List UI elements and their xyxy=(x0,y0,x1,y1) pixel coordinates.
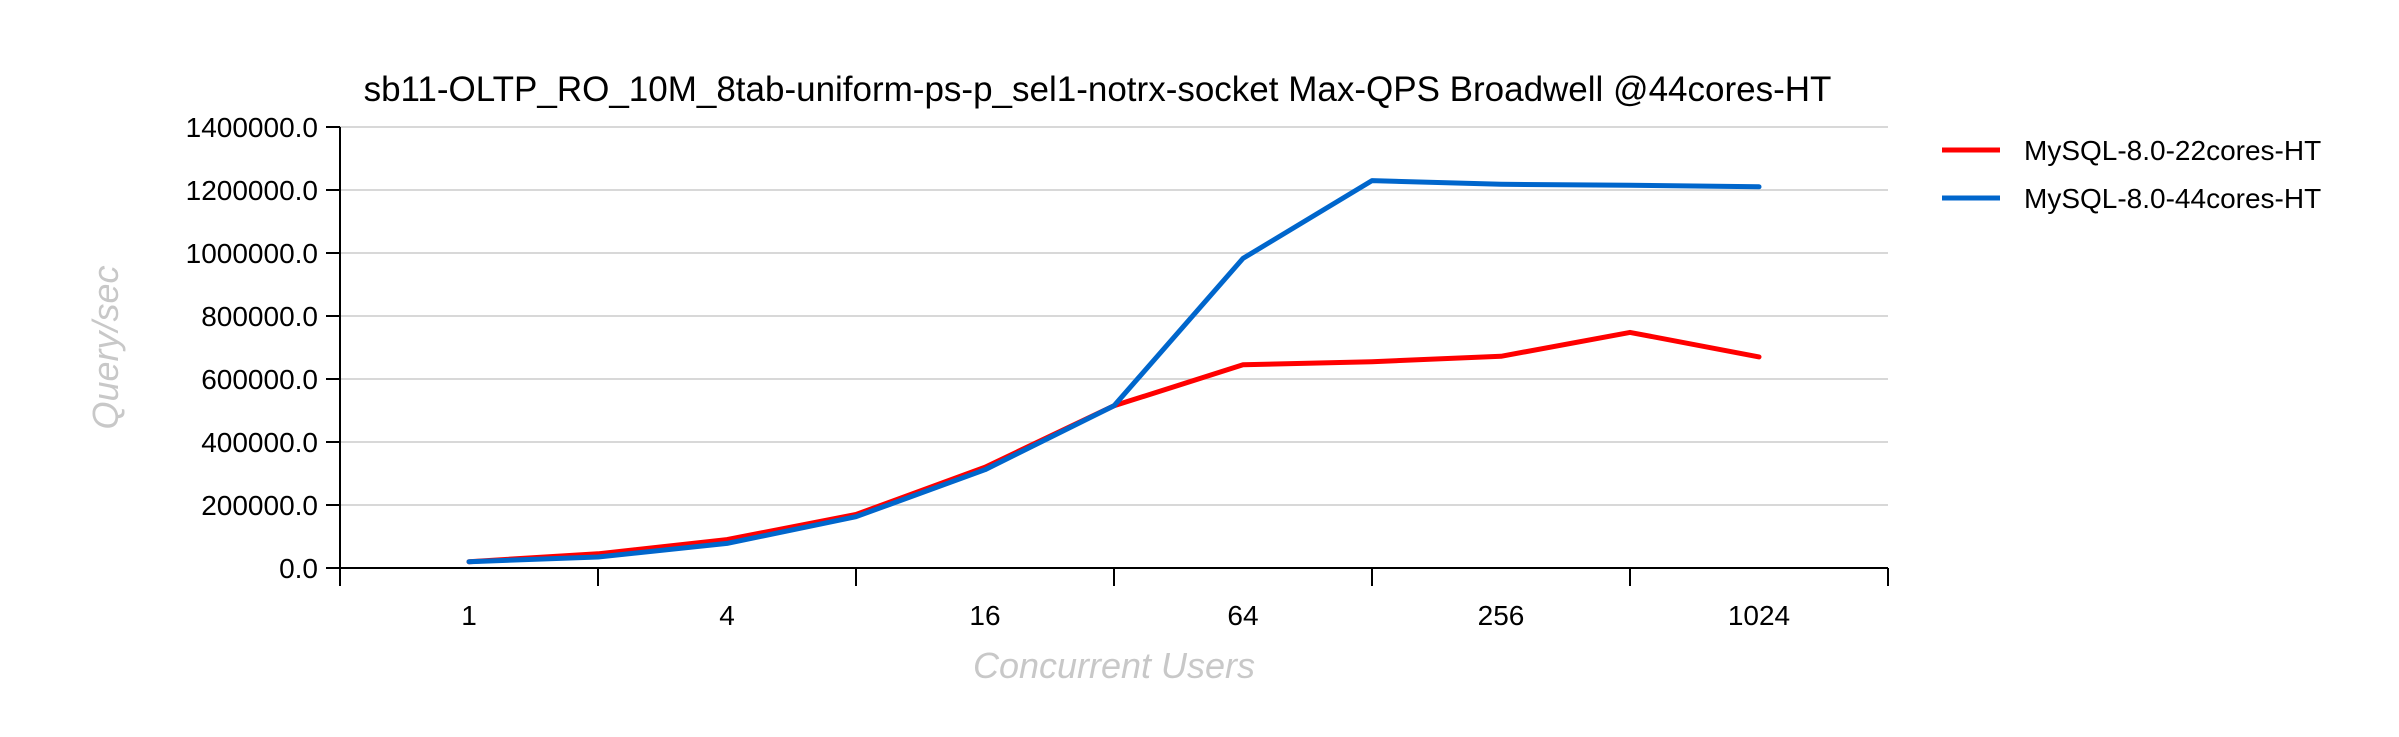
series-line-2 xyxy=(466,178,1762,565)
x-tick-label: 256 xyxy=(1478,600,1525,631)
legend-label: MySQL-8.0-22cores-HT xyxy=(2024,135,2321,166)
y-tick-label: 400000.0 xyxy=(201,427,318,458)
axes xyxy=(326,126,1889,586)
y-axis-label: Query/sec xyxy=(85,265,126,429)
x-tick-label: 1024 xyxy=(1728,600,1790,631)
legend-label: MySQL-8.0-44cores-HT xyxy=(2024,183,2321,214)
legend[interactable]: MySQL-8.0-22cores-HT MySQL-8.0-44cores-HT xyxy=(1942,135,2321,214)
y-tick-label: 800000.0 xyxy=(201,301,318,332)
y-tick-label: 600000.0 xyxy=(201,364,318,395)
grid-lines xyxy=(340,126,1888,506)
x-tick-labels: 1 4 16 64 256 1024 xyxy=(461,600,1790,631)
x-axis-label: Concurrent Users xyxy=(973,645,1255,686)
series-lines xyxy=(466,178,1762,565)
legend-item[interactable]: MySQL-8.0-22cores-HT xyxy=(1942,135,2321,166)
x-tick-label: 4 xyxy=(719,600,735,631)
y-tick-label: 1200000.0 xyxy=(186,175,318,206)
x-tick-label: 1 xyxy=(461,600,477,631)
y-tick-labels: 0.0 200000.0 400000.0 600000.0 800000.0 10000… xyxy=(186,112,318,584)
legend-item[interactable]: MySQL-8.0-44cores-HT xyxy=(1942,183,2321,214)
x-tick-label: 16 xyxy=(969,600,1000,631)
y-tick-label: 1400000.0 xyxy=(186,112,318,143)
y-tick-label: 0.0 xyxy=(279,553,318,584)
series-line-1 xyxy=(466,329,1762,565)
y-tick-label: 1000000.0 xyxy=(186,238,318,269)
chart-title: sb11-OLTP_RO_10M_8tab-uniform-ps-p_sel1-… xyxy=(364,70,1832,109)
x-tick-label: 64 xyxy=(1227,600,1258,631)
y-tick-label: 200000.0 xyxy=(201,490,318,521)
